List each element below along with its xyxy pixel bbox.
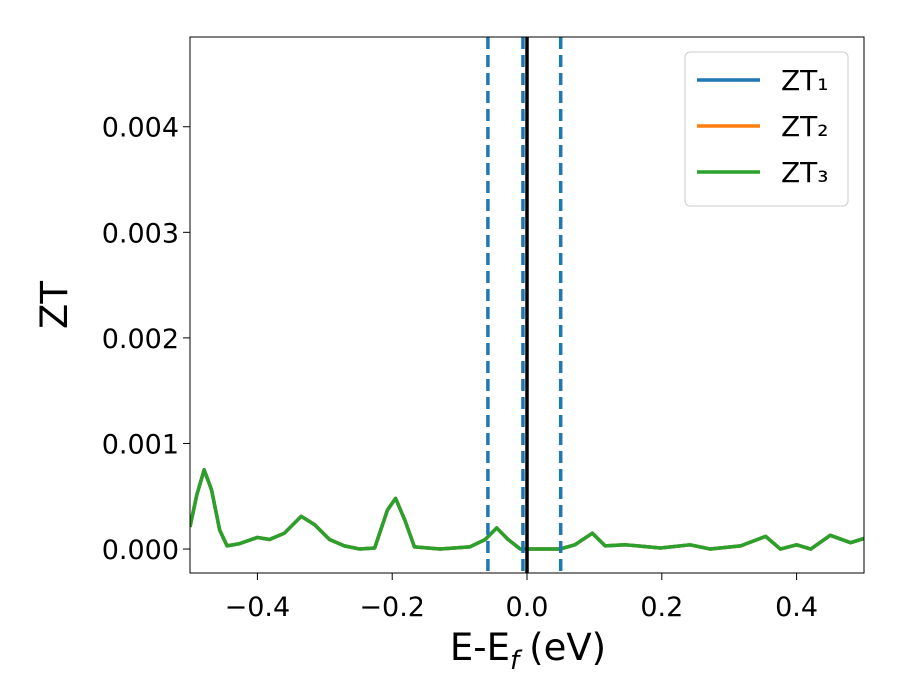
x-tick-label: −0.4: [225, 592, 291, 623]
legend-label: ZT₁: [781, 64, 829, 97]
x-label-main: E-E: [450, 626, 510, 669]
plot-frame: [189, 36, 865, 574]
legend-box: [684, 51, 849, 207]
series-line: [190, 468, 864, 551]
x-label-unit: (eV): [529, 626, 606, 669]
legend-label: ZT₃: [781, 156, 829, 189]
x-axis-label: E-Ef (eV): [450, 626, 606, 676]
y-tick-label: 0.002: [102, 324, 179, 355]
y-axis-label: ZT: [33, 281, 76, 329]
y-tick-label: 0.001: [102, 429, 179, 460]
x-tick-label: 0.0: [506, 592, 549, 623]
legend-label: ZT₂: [781, 110, 829, 143]
x-tick-label: −0.2: [359, 592, 425, 623]
y-tick-label: 0.004: [102, 113, 179, 144]
x-tick-label: 0.4: [775, 592, 818, 623]
y-tick-label: 0.003: [102, 218, 179, 249]
y-tick-label: 0.000: [102, 535, 179, 566]
x-tick-label: 0.2: [640, 592, 683, 623]
